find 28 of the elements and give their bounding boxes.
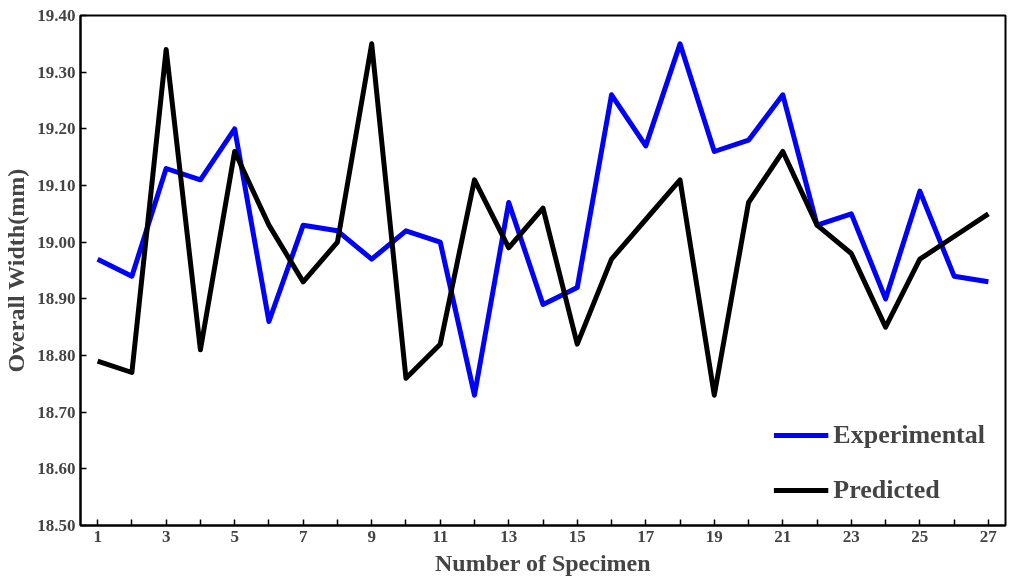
x-tick-label: 17	[637, 526, 655, 546]
legend-label: Experimental	[833, 420, 985, 450]
x-tick-label: 9	[367, 526, 376, 546]
y-tick-label: 18.90	[37, 289, 76, 309]
y-tick-label: 19.10	[37, 176, 76, 195]
x-tick-label: 1	[93, 526, 102, 546]
x-tick-label: 13	[500, 526, 518, 546]
x-tick-label: 11	[432, 526, 449, 546]
x-axis-title: Number of Specimen	[435, 549, 651, 576]
x-tick-label: 5	[230, 526, 239, 546]
x-tick-label: 3	[161, 526, 171, 546]
legend-label: Predicted	[833, 475, 940, 505]
y-tick-label: 18.80	[37, 346, 76, 365]
y-axis-title: Overall Width(mm)	[3, 168, 30, 373]
x-tick-label: 23	[842, 526, 860, 546]
x-tick-label: 21	[774, 526, 792, 546]
x-tick-label: 19	[705, 526, 723, 546]
x-tick-label: 15	[568, 526, 586, 546]
y-tick-label: 19.20	[37, 119, 76, 139]
x-tick-label: 7	[298, 526, 308, 546]
x-tick-label: 27	[979, 526, 998, 546]
y-tick-label: 18.70	[37, 402, 76, 422]
y-tick-label: 18.60	[37, 459, 76, 479]
x-tick-label: 25	[911, 526, 929, 546]
y-tick-label: 19.40	[37, 6, 76, 25]
y-tick-label: 19.30	[37, 62, 76, 82]
y-tick-label: 19.00	[37, 232, 76, 252]
y-tick-label: 18.50	[37, 516, 76, 535]
